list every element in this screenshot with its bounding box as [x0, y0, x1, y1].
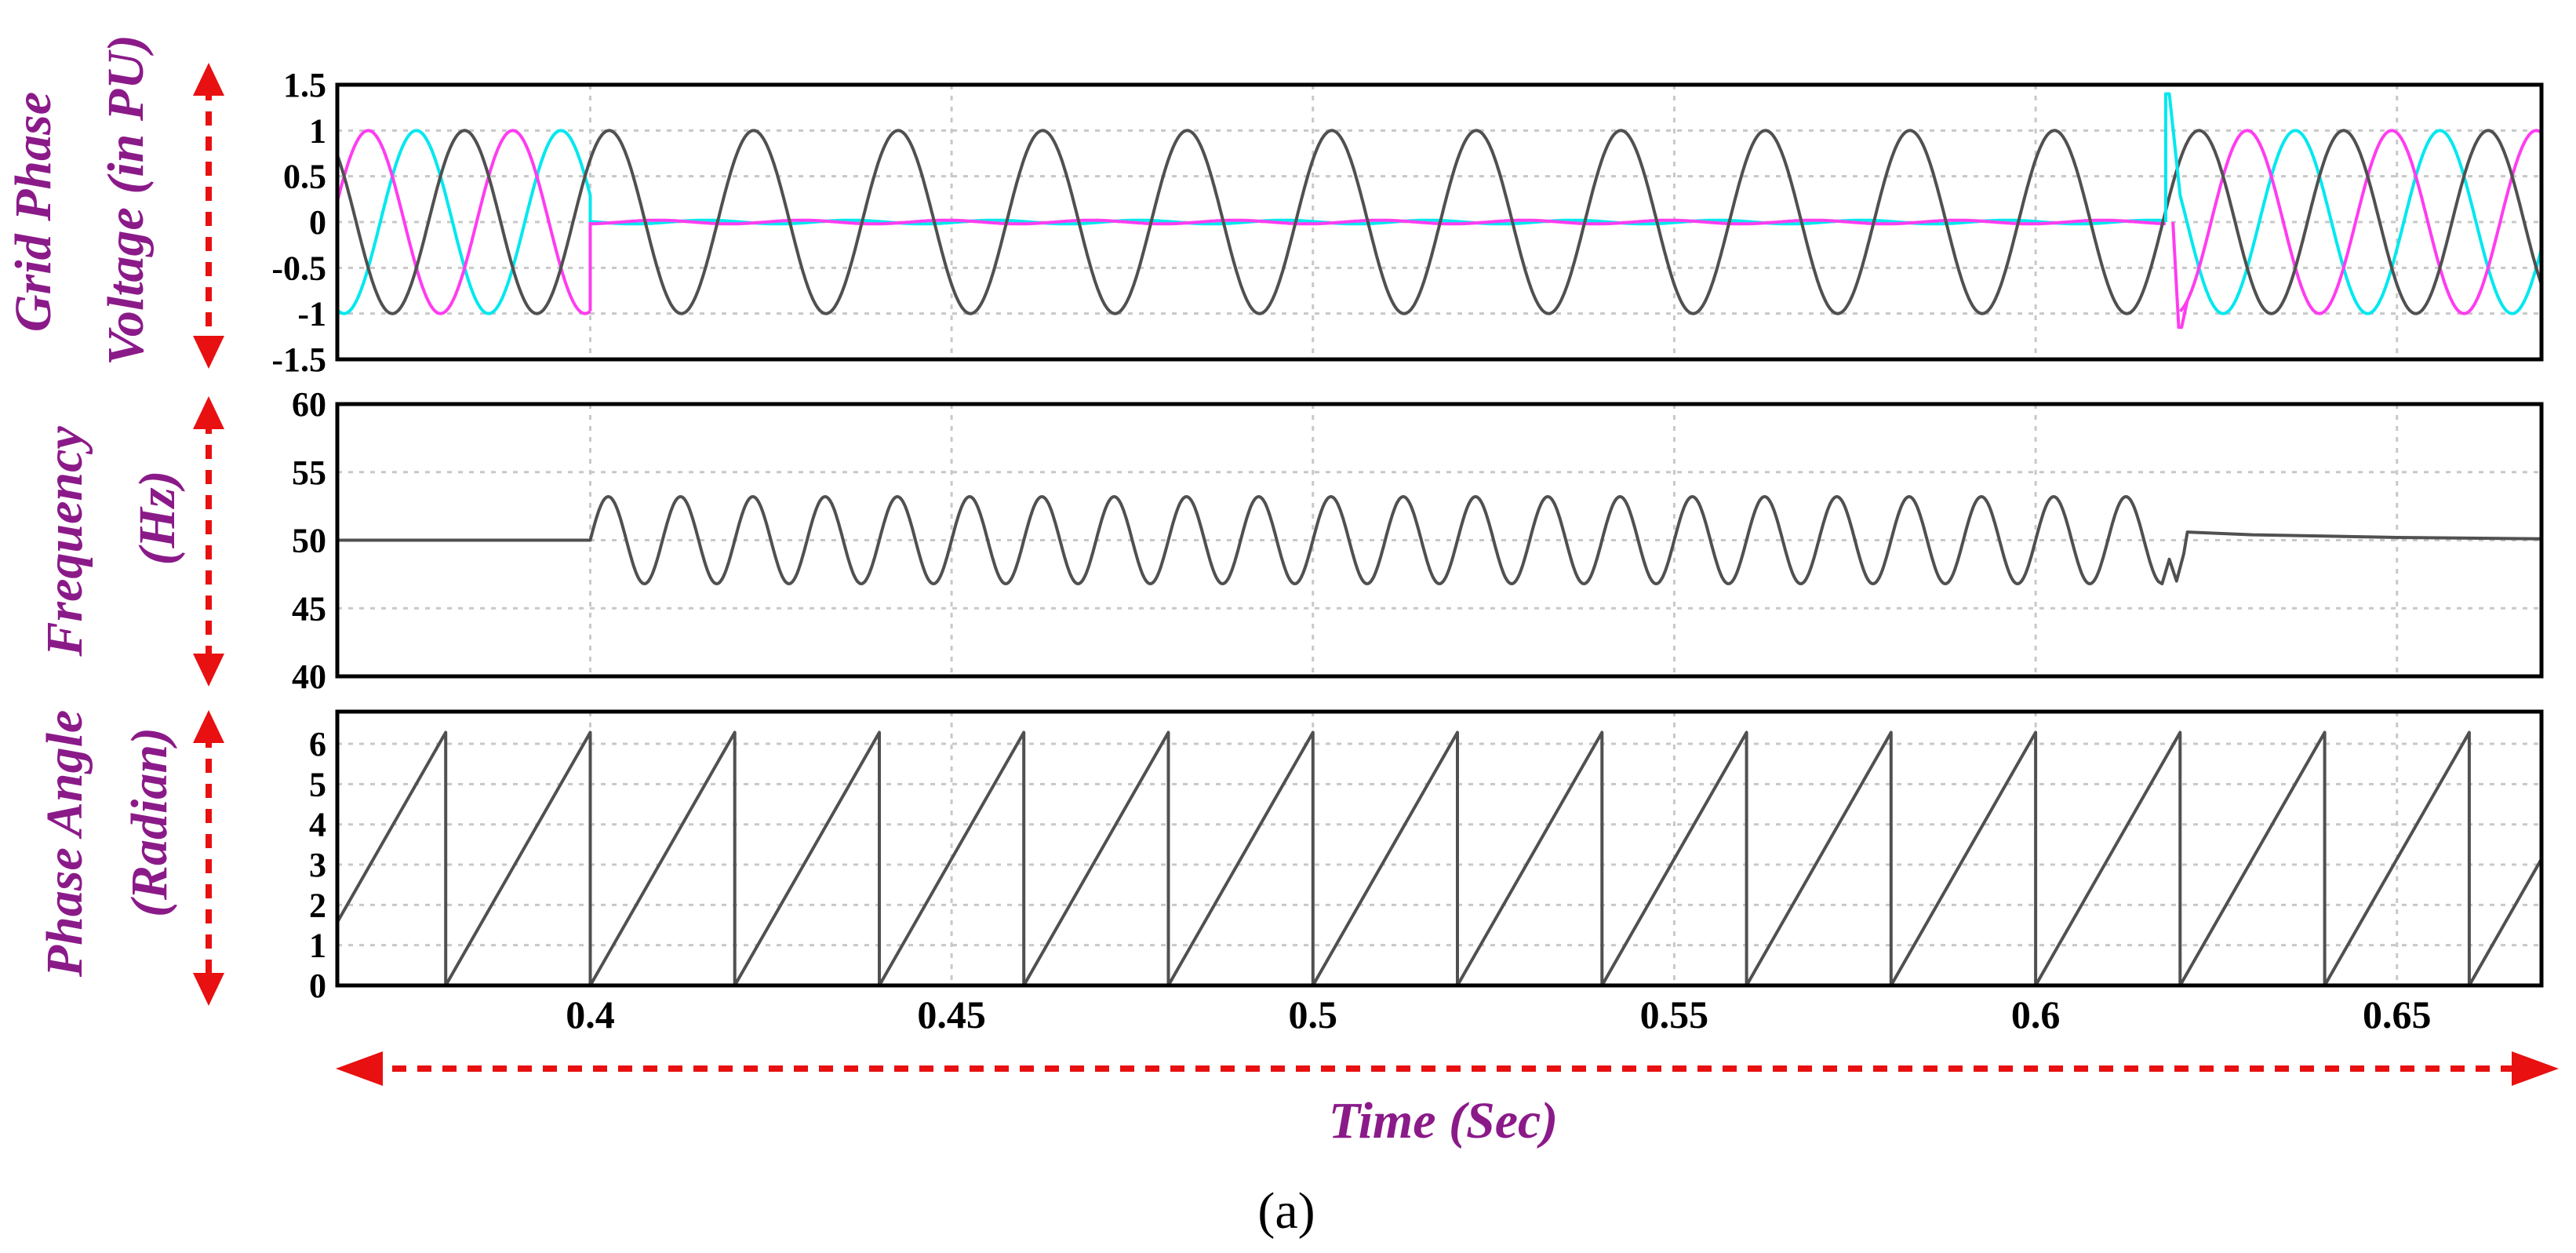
y-tick-label: -1 — [297, 295, 326, 333]
y-axis-label-line-1: Phase Angle — [36, 710, 93, 978]
phase-angle-trace — [337, 730, 2541, 985]
voltage-trace-phase_b — [590, 218, 2167, 226]
x-tick-label: 0.4 — [566, 993, 615, 1036]
y-tick-label: 0.5 — [283, 158, 326, 196]
plot-frame — [335, 82, 2544, 362]
arrow-head-down — [193, 336, 224, 369]
recovery-transient-b — [2171, 221, 2189, 330]
figure-caption: (a) — [1257, 1182, 1315, 1240]
voltage-trace-phase_b — [337, 129, 591, 315]
y-tick-label: 2 — [309, 886, 326, 924]
voltage-trace-phase_c — [2178, 129, 2541, 315]
y-axis-label-panel-3: Phase Angle (Radian) — [36, 710, 178, 978]
y-tick-label: 0 — [309, 967, 326, 1005]
y-tick-label: 1 — [309, 927, 326, 965]
y-tick-label: 5 — [309, 765, 326, 803]
y-tick-label: 55 — [292, 453, 326, 492]
x-arrow — [336, 1051, 2559, 1086]
y-axis-label-line-1: Frequency — [36, 426, 93, 657]
y-axis-label-line-2: (Radian) — [121, 727, 178, 917]
y-arrow-panel-2 — [193, 396, 224, 687]
y-axis-label-line-2: Voltage (in PU) — [97, 35, 155, 366]
x-tick-labels: 0.4 0.45 0.5 0.55 0.6 0.65 — [566, 993, 2431, 1036]
y-tick-label: 1 — [309, 111, 326, 150]
arrow-head-up — [193, 63, 224, 96]
y-tick-label: -1.5 — [271, 341, 326, 379]
series-group — [337, 495, 2541, 586]
x-tick-label: 0.45 — [917, 993, 986, 1036]
plot-frame — [335, 402, 2544, 679]
arrow-head-down — [193, 654, 224, 687]
y-tick-label: 3 — [309, 846, 326, 884]
arrow-head-down — [193, 973, 224, 1006]
x-tick-label: 0.6 — [2011, 993, 2061, 1036]
y-tick-label: 0 — [309, 203, 326, 242]
y-axis-label-panel-1: Grid Phase Voltage (in PU) — [5, 35, 155, 366]
arrow-head-up — [193, 396, 224, 429]
y-tick-label: -0.5 — [271, 249, 326, 287]
y-tick-label: 4 — [309, 806, 326, 844]
y-tick-label: 40 — [292, 657, 326, 696]
x-axis-label: Time (Sec) — [1329, 1092, 1559, 1149]
series-group — [337, 730, 2541, 985]
series-group — [337, 92, 2541, 330]
chart-panel-1: 1.5 1 0.5 0 -0.5 -1 -1.5 — [271, 66, 2544, 379]
y-tick-label: 1.5 — [283, 66, 326, 104]
chart-panel-2: 60 55 50 45 40 — [292, 385, 2544, 696]
y-axis-label-panel-2: Frequency (Hz) — [36, 426, 186, 657]
frequency-trace — [337, 495, 2541, 586]
recovery-transient-c — [2163, 92, 2182, 222]
arrow-head-up — [193, 710, 224, 743]
y-axis-label-line-2: (Hz) — [129, 471, 186, 566]
y-tick-label: 6 — [309, 725, 326, 763]
y-axis-label-line-1: Grid Phase — [5, 92, 62, 332]
arrow-head-right — [2512, 1051, 2559, 1086]
y-tick-label: 50 — [292, 522, 326, 560]
y-arrow-panel-1 — [193, 63, 224, 369]
arrows — [193, 63, 2559, 1086]
x-tick-label: 0.55 — [1640, 993, 1709, 1036]
x-tick-label: 0.5 — [1289, 993, 1338, 1036]
plot-frame — [335, 709, 2544, 988]
y-tick-label: 60 — [292, 385, 326, 424]
voltage-trace-phase_b — [2178, 129, 2541, 315]
arrow-head-left — [336, 1051, 383, 1086]
x-tick-label: 0.65 — [2363, 993, 2432, 1036]
voltage-trace-phase_a — [337, 129, 2541, 315]
y-arrow-panel-3 — [193, 710, 224, 1006]
y-tick-label: 45 — [292, 589, 326, 628]
